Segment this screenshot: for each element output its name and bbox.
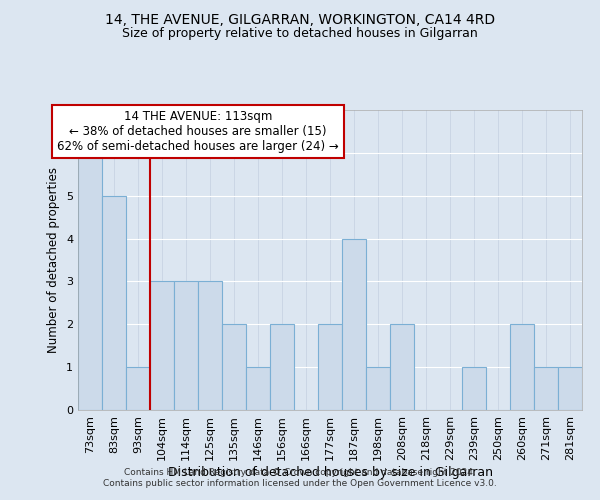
- Bar: [366, 367, 390, 410]
- Text: 14 THE AVENUE: 113sqm
← 38% of detached houses are smaller (15)
62% of semi-deta: 14 THE AVENUE: 113sqm ← 38% of detached …: [57, 110, 339, 153]
- Y-axis label: Number of detached properties: Number of detached properties: [47, 167, 61, 353]
- Bar: [558, 367, 582, 410]
- Bar: [462, 367, 486, 410]
- Bar: [198, 282, 222, 410]
- Bar: [390, 324, 414, 410]
- Bar: [102, 196, 126, 410]
- Bar: [318, 324, 342, 410]
- Bar: [78, 153, 102, 410]
- Bar: [270, 324, 294, 410]
- Bar: [246, 367, 270, 410]
- Text: Contains HM Land Registry data © Crown copyright and database right 2024.
Contai: Contains HM Land Registry data © Crown c…: [103, 468, 497, 487]
- Bar: [126, 367, 150, 410]
- Bar: [510, 324, 534, 410]
- Bar: [534, 367, 558, 410]
- Text: Size of property relative to detached houses in Gilgarran: Size of property relative to detached ho…: [122, 28, 478, 40]
- Text: 14, THE AVENUE, GILGARRAN, WORKINGTON, CA14 4RD: 14, THE AVENUE, GILGARRAN, WORKINGTON, C…: [105, 12, 495, 26]
- Bar: [222, 324, 246, 410]
- Bar: [174, 282, 198, 410]
- Bar: [342, 238, 366, 410]
- X-axis label: Distribution of detached houses by size in Gilgarran: Distribution of detached houses by size …: [167, 466, 493, 478]
- Bar: [150, 282, 174, 410]
